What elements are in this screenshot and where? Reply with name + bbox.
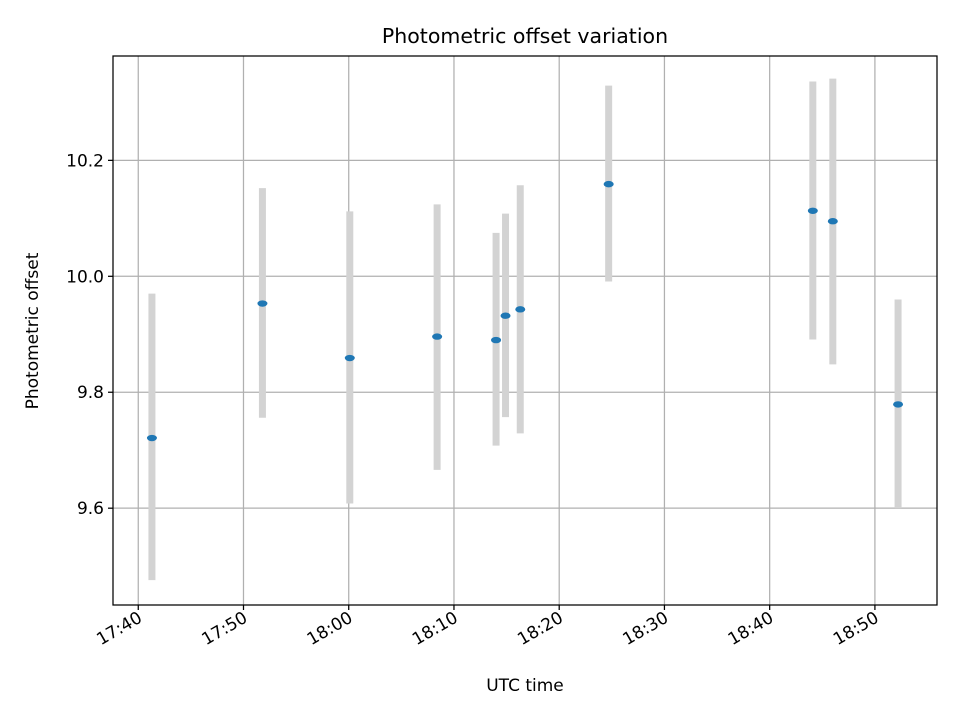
y-tick-label: 9.6 [77, 499, 104, 519]
y-tick-label: 10.0 [66, 267, 104, 287]
y-axis-label: Photometric offset [23, 252, 43, 409]
data-points [146, 180, 904, 442]
data-point [491, 336, 502, 344]
axes-frame [112, 55, 938, 606]
data-point [257, 300, 268, 307]
y-tick-label: 9.8 [77, 383, 104, 403]
y-axis-ticks: 9.6 9.8 10.0 10.2 [66, 151, 113, 519]
data-point [807, 207, 818, 214]
data-point [603, 180, 614, 188]
data-point [344, 354, 355, 362]
x-axis-label: UTC time [486, 676, 564, 696]
chart-title: Photometric offset variation [382, 24, 668, 48]
data-point [515, 306, 526, 313]
data-point [500, 312, 511, 319]
y-tick-label: 10.2 [66, 151, 104, 171]
data-point [432, 333, 443, 340]
data-point [146, 434, 157, 442]
grid-lines [113, 56, 937, 605]
data-point [827, 218, 838, 225]
data-point [893, 401, 904, 408]
plot-area [113, 56, 937, 605]
